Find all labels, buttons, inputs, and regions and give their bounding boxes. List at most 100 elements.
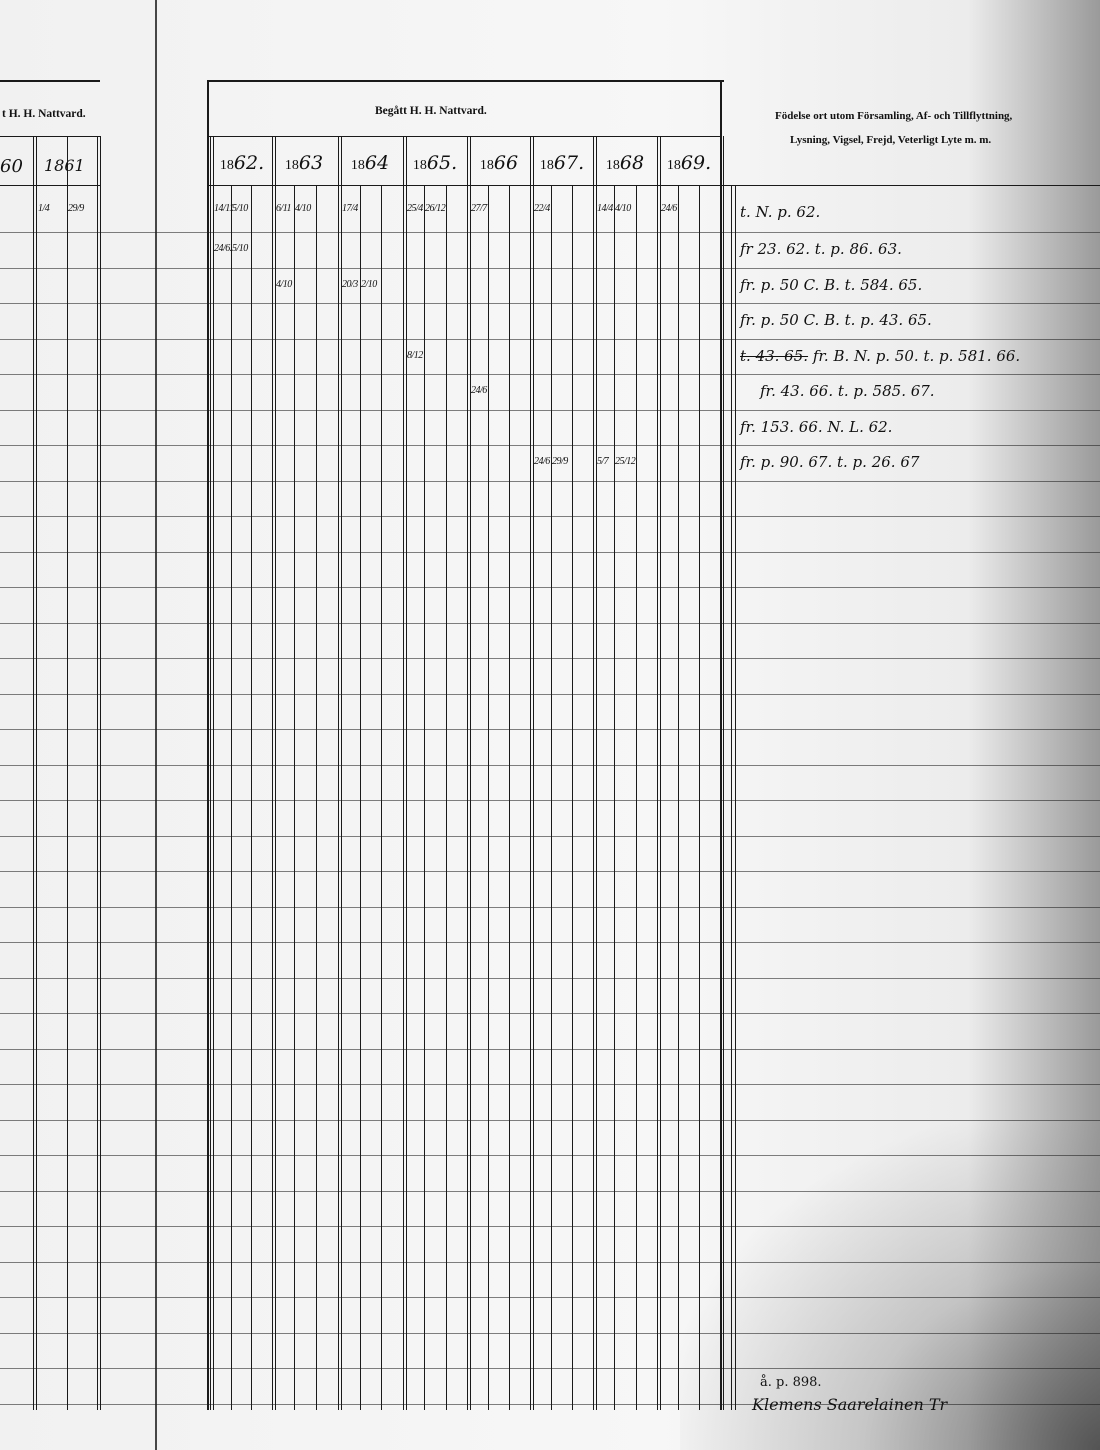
year-header: 1866 [469, 152, 529, 174]
date-entry: 4/10 [615, 203, 631, 214]
date-entry: 4/10 [295, 203, 311, 214]
page-spine [155, 0, 157, 1450]
year-separator [657, 136, 658, 1410]
year-suffix: 62. [233, 152, 265, 174]
row-line [0, 445, 1100, 446]
sub-column-line [636, 185, 637, 1410]
year-separator [338, 136, 339, 1410]
date-entry: 22/4 [534, 203, 550, 214]
year-header: 1867. [532, 152, 592, 174]
left-column-line [36, 136, 37, 1410]
year-prefix: 18 [605, 158, 620, 173]
row-line [0, 871, 1100, 872]
left-column-line [97, 136, 98, 1410]
year-header: 1868 [595, 152, 655, 174]
row-line [0, 1191, 1100, 1192]
year-header: 1865. [405, 152, 465, 174]
date-entry: 5/7 [597, 456, 609, 467]
remark-note: t. 43. 65. fr. B. N. p. 50. t. p. 581. 6… [740, 347, 1020, 365]
note-text: t. N. p. 62. [740, 203, 821, 221]
date-entry: 24/6 [534, 456, 550, 467]
date-entry: 5/10 [232, 203, 248, 214]
year-suffix: 65. [426, 152, 458, 174]
left-page-header: t H. H. Nattvard. [2, 108, 86, 120]
main-table-header: Begått H. H. Nattvard. [375, 105, 487, 117]
row-line [0, 1084, 1100, 1085]
remarks-header-line1: Födelse ort utom Församling, Af- och Til… [775, 110, 1013, 122]
sub-column-line [614, 185, 615, 1410]
year-separator [660, 136, 661, 1410]
row-line [0, 1368, 1100, 1369]
year-prefix: 18 [479, 158, 494, 173]
left-year-1860: 60 [0, 156, 23, 177]
footer-signature: Klemens Saarelainen Tr [752, 1395, 948, 1414]
date-entry: 24/6. [214, 243, 232, 254]
year-separator [213, 136, 214, 1410]
sub-column-line [488, 185, 489, 1410]
note-text: fr 23. 62. t. p. 86. 63. [740, 240, 902, 258]
remarks-margin-line [735, 185, 736, 1410]
year-separator [406, 136, 407, 1410]
date-entry: 20/3 [342, 279, 358, 290]
row-line [0, 1297, 1100, 1298]
year-prefix: 18 [350, 158, 365, 173]
row-line [0, 1333, 1100, 1334]
remarks-left-border [720, 80, 722, 1410]
sub-column-line [699, 185, 700, 1410]
struck-note: t. 43. 65. [740, 347, 809, 365]
note-text: fr. p. 50 C. B. t. p. 43. 65. [740, 311, 932, 329]
remark-note: t. N. p. 62. [740, 203, 820, 221]
left-column-line [33, 136, 34, 1410]
date-entry: 1/4 [38, 203, 50, 214]
remark-note: fr. p. 50 C. B. t. 584. 65. [740, 276, 922, 294]
sub-column-line [231, 185, 232, 1410]
left-year-line [0, 136, 100, 137]
date-entry: 24/6 [661, 203, 677, 214]
year-prefix: 18 [666, 158, 681, 173]
left-column-line [67, 136, 68, 1410]
date-entry: 5/10 [232, 243, 248, 254]
year-separator [530, 136, 531, 1410]
row-line [0, 552, 1100, 553]
date-entry: 2/10 [361, 279, 377, 290]
sub-column-line [316, 185, 317, 1410]
year-separator [275, 136, 276, 1410]
year-separator [467, 136, 468, 1410]
row-line [0, 1120, 1100, 1121]
remarks-header-line2: Lysning, Vigsel, Frejd, Veterligt Lyte m… [790, 134, 992, 146]
year-separator [533, 136, 534, 1410]
row-line [0, 1013, 1100, 1014]
row-line [0, 978, 1100, 979]
year-prefix: 18 [219, 158, 234, 173]
row-line [0, 516, 1100, 517]
left-column-line [100, 136, 101, 1410]
note-text: fr. 43. 66. t. p. 585. 67. [760, 382, 935, 400]
year-suffix: 67. [553, 152, 585, 174]
sub-column-line [294, 185, 295, 1410]
sub-column-line [509, 185, 510, 1410]
year-separator [723, 136, 724, 1410]
sub-column-line [424, 185, 425, 1410]
year-prefix: 18 [539, 158, 554, 173]
sub-column-line [251, 185, 252, 1410]
row-line [0, 303, 1100, 304]
year-header: 1863 [274, 152, 334, 174]
date-entry: 24/6 [471, 385, 487, 396]
year-prefix: 18 [412, 158, 427, 173]
date-entry: 26/12 [425, 203, 446, 214]
row-line [0, 800, 1100, 801]
year-header: 1869. [659, 152, 719, 174]
year-separator [470, 136, 471, 1410]
sub-column-line [381, 185, 382, 1410]
date-entry: 25/4 [407, 203, 423, 214]
row-line [0, 658, 1100, 659]
date-entry: 8/12 [407, 350, 423, 361]
remark-note: fr. p. 90. 67. t. p. 26. 67 [740, 453, 919, 471]
sub-column-line [572, 185, 573, 1410]
sub-column-line [678, 185, 679, 1410]
row-line [0, 1049, 1100, 1050]
date-entry: 29/9 [68, 203, 84, 214]
row-line [0, 374, 1100, 375]
row-line [0, 694, 1100, 695]
row-line [0, 410, 1100, 411]
